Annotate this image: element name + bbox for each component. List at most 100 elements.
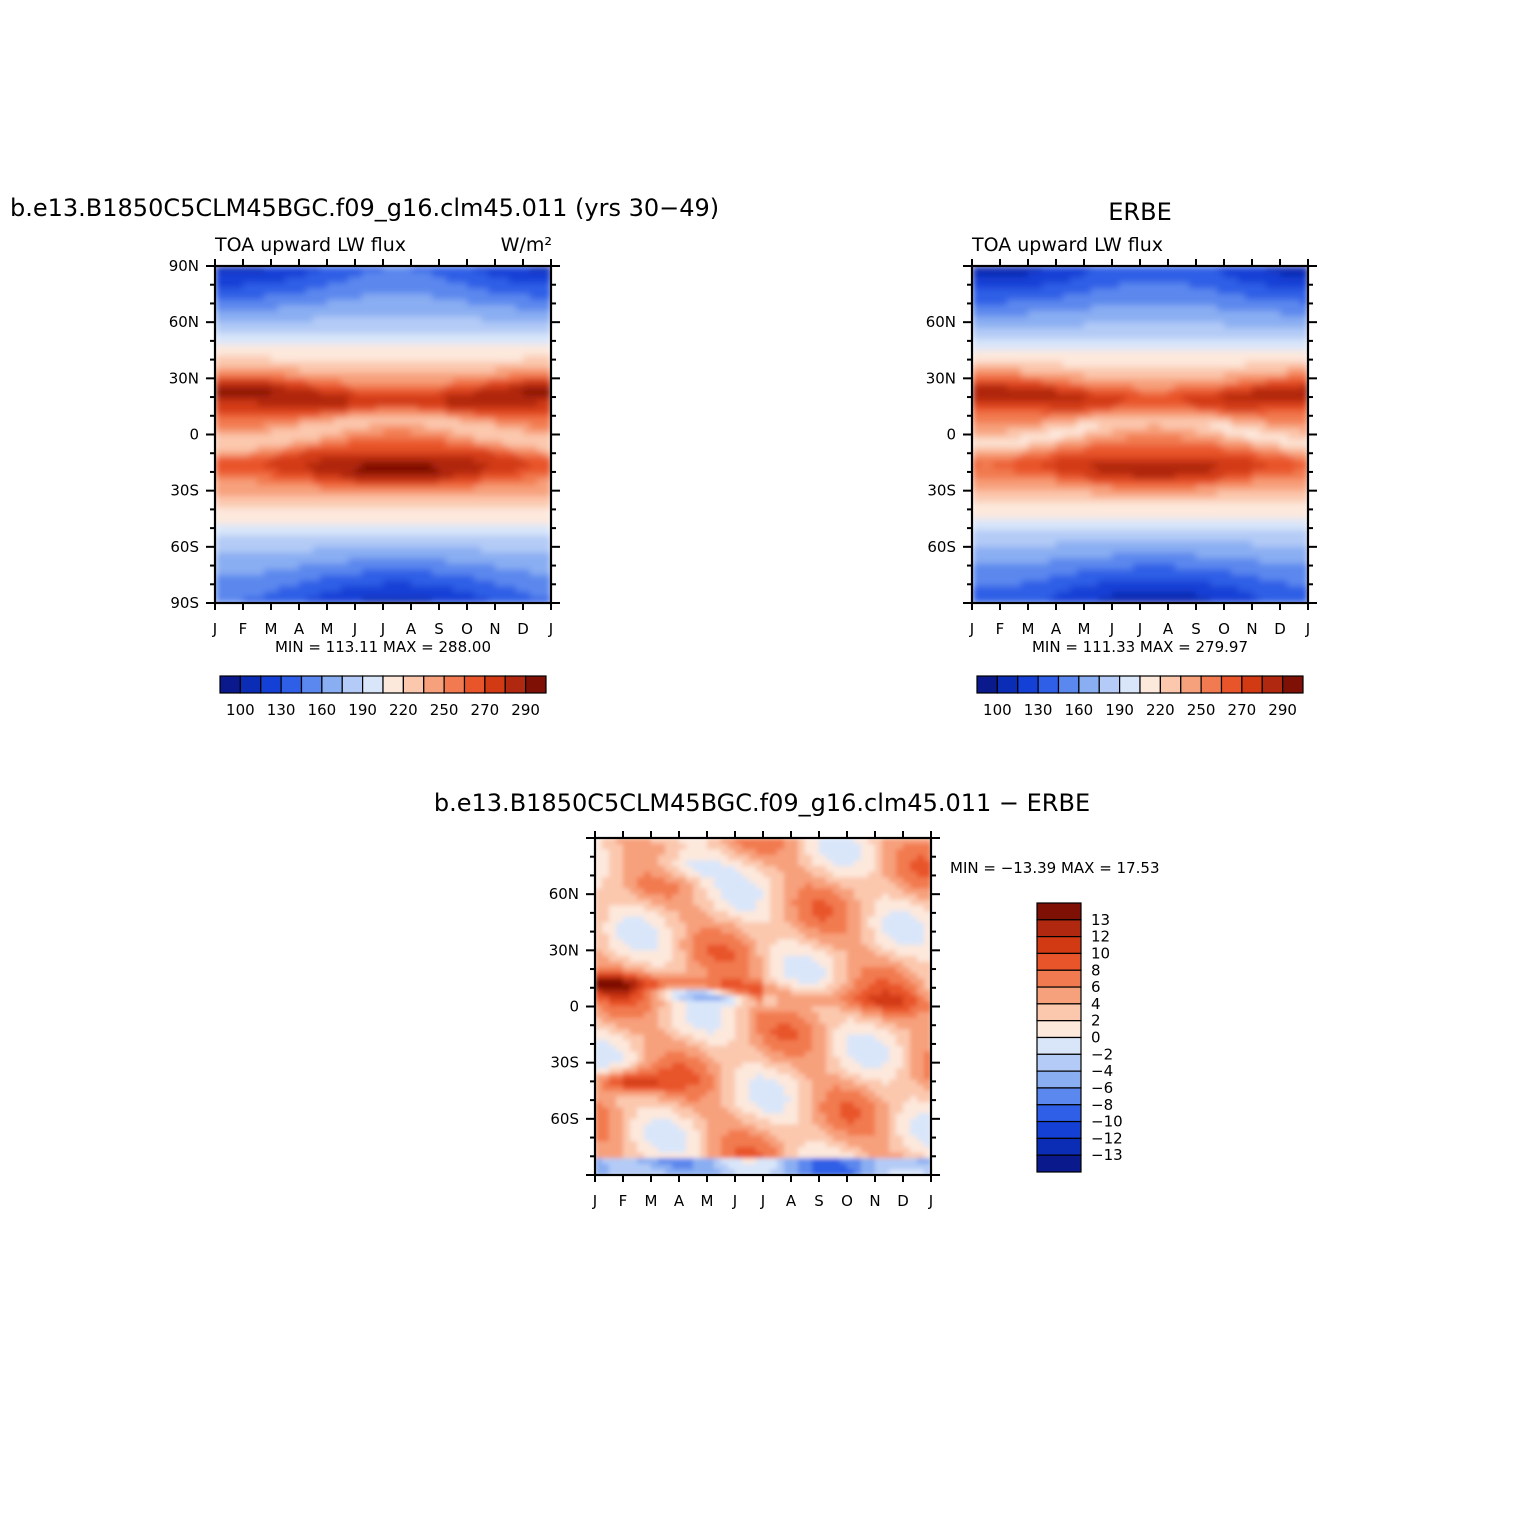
contour-cell xyxy=(544,591,551,598)
contour-cell xyxy=(264,518,272,525)
contour-cell xyxy=(390,322,398,329)
contour-cell xyxy=(341,361,349,368)
x-tick-label: J xyxy=(352,620,357,638)
contour-cell xyxy=(1203,395,1211,402)
contour-cell xyxy=(1175,485,1183,492)
contour-cell xyxy=(1210,322,1218,329)
contour-cell xyxy=(481,322,489,329)
contour-cell xyxy=(418,462,426,469)
contour-cell xyxy=(243,569,251,576)
contour-cell xyxy=(1042,479,1050,486)
contour-cell xyxy=(334,423,342,430)
contour-cell xyxy=(376,524,384,531)
contour-cell xyxy=(222,282,230,290)
contour-cell xyxy=(1028,288,1036,295)
model-subtitle: TOA upward LW flux xyxy=(214,234,406,256)
contour-cell xyxy=(432,501,440,509)
contour-cell xyxy=(1259,294,1267,301)
contour-cell xyxy=(481,462,489,469)
contour-cell xyxy=(383,591,391,598)
contour-cell xyxy=(1091,350,1099,357)
contour-cell xyxy=(376,277,384,284)
contour-cell xyxy=(1014,417,1022,424)
contour-cell xyxy=(250,294,258,301)
contour-cell xyxy=(516,305,524,312)
contour-cell xyxy=(334,367,342,374)
contour-cell xyxy=(383,277,391,284)
contour-cell xyxy=(250,310,258,318)
contour-cell xyxy=(544,485,551,492)
contour-cell xyxy=(1070,288,1078,295)
contour-cell xyxy=(1301,490,1308,497)
contour-cell xyxy=(236,282,244,290)
contour-cell xyxy=(432,327,440,334)
contour-cell xyxy=(320,428,328,436)
contour-cell xyxy=(1007,339,1015,346)
contour-cell xyxy=(509,294,517,301)
contour-cell xyxy=(1231,445,1239,452)
contour-cell xyxy=(1000,383,1008,391)
contour-cell xyxy=(1091,496,1099,503)
contour-cell xyxy=(1042,445,1050,452)
contour-cell xyxy=(1084,417,1092,424)
contour-cell xyxy=(327,535,335,542)
contour-cell xyxy=(411,412,419,419)
colorbar-label: 270 xyxy=(471,701,500,719)
contour-cell xyxy=(1259,310,1267,318)
contour-cell xyxy=(411,271,419,278)
contour-cell xyxy=(222,569,230,576)
contour-cell xyxy=(376,400,384,408)
contour-cell xyxy=(1112,383,1120,391)
contour-cell xyxy=(537,378,545,385)
contour-cell xyxy=(285,406,293,413)
contour-cell xyxy=(1287,389,1295,396)
contour-cell xyxy=(516,344,524,351)
contour-cell xyxy=(341,367,349,374)
contour-cell xyxy=(474,496,482,503)
contour-cell xyxy=(1280,490,1288,497)
contour-cell xyxy=(327,389,335,396)
contour-cell xyxy=(439,417,447,424)
contour-cell xyxy=(411,529,419,537)
contour-cell xyxy=(1042,485,1050,492)
contour-cell xyxy=(530,535,538,542)
contour-cell xyxy=(1133,473,1141,481)
contour-cell xyxy=(236,473,244,481)
contour-cell xyxy=(425,496,433,503)
contour-cell xyxy=(341,468,349,475)
contour-cell xyxy=(1287,423,1295,430)
contour-cell xyxy=(1070,361,1078,368)
model-title: b.e13.B1850C5CLM45BGC.f09_g16.clm45.011 … xyxy=(10,194,719,222)
contour-cell xyxy=(1035,310,1043,318)
contour-cell xyxy=(243,344,251,351)
contour-cell xyxy=(502,473,510,481)
contour-cell xyxy=(299,597,307,603)
contour-cell xyxy=(509,310,517,318)
contour-cell xyxy=(257,361,265,368)
contour-cell xyxy=(544,552,551,559)
contour-cell xyxy=(1028,361,1036,368)
contour-cell xyxy=(425,552,433,559)
contour-cell xyxy=(1077,423,1085,430)
contour-cell xyxy=(1070,395,1078,402)
contour-cell xyxy=(1161,355,1169,363)
contour-cell xyxy=(1119,456,1127,464)
contour-cell xyxy=(243,282,251,290)
contour-cell xyxy=(355,456,363,464)
contour-cell xyxy=(383,473,391,481)
contour-cell xyxy=(1126,468,1134,475)
contour-cell xyxy=(264,344,272,351)
contour-cell xyxy=(1056,485,1064,492)
contour-cell xyxy=(474,445,482,452)
contour-cell xyxy=(1231,339,1239,346)
contour-cell xyxy=(1175,299,1183,306)
contour-cell xyxy=(215,271,223,278)
contour-cell xyxy=(404,412,412,419)
contour-cell xyxy=(516,462,524,469)
contour-cell xyxy=(1259,468,1267,475)
contour-cell xyxy=(1210,490,1218,497)
contour-cell xyxy=(1084,395,1092,402)
contour-cell xyxy=(1000,266,1008,273)
contour-cell xyxy=(1035,383,1043,391)
contour-cell xyxy=(1126,440,1134,447)
